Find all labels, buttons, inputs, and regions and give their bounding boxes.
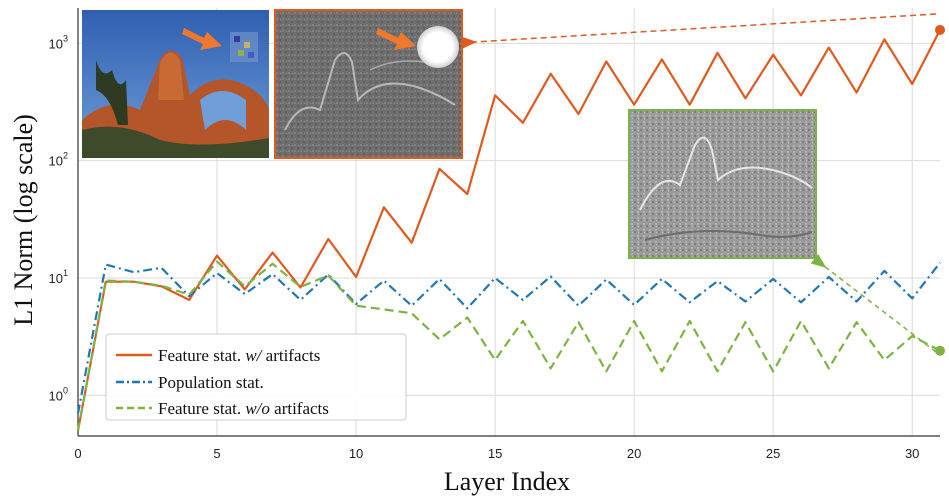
clean-connector-arrow (810, 253, 937, 353)
endpoint-marker-clean (935, 345, 945, 356)
legend: Feature stat. w/ artifacts Population st… (105, 333, 407, 421)
artifact-connector-arrow (461, 13, 937, 49)
x-tick-label: 15 (488, 446, 502, 461)
y-tick-label: 101 (49, 268, 68, 286)
x-tick-label: 30 (905, 446, 919, 461)
legend-item: Feature stat. w/o artifacts (116, 399, 329, 418)
series-line-0 (76, 29, 941, 431)
x-tick-label: 20 (627, 446, 641, 461)
y-tick-label: 103 (49, 33, 68, 51)
svg-text:Feature stat. w/ artifacts: Feature stat. w/ artifacts (158, 346, 320, 365)
plot-frame (77, 8, 940, 437)
x-tick-label: 10 (349, 446, 363, 461)
inset-featuremap-artifact (274, 9, 463, 159)
legend-item: Feature stat. w/ artifacts (116, 346, 320, 365)
y-tick-label: 100 (49, 385, 68, 403)
x-tick-labels: 0 5 10 15 20 25 30 (74, 446, 919, 461)
y-tick-labels: 100 101 102 103 (49, 33, 68, 403)
svg-text:Feature stat. w/o artifacts: Feature stat. w/o artifacts (158, 399, 329, 418)
legend-item: Population stat. (116, 373, 264, 392)
svg-text:Population stat.: Population stat. (158, 373, 264, 392)
x-tick-label: 5 (213, 446, 220, 461)
y-axis-title: L1 Norm (log scale) (9, 114, 38, 326)
endpoint-marker-artifacts (935, 24, 945, 35)
series-line-2 (76, 260, 941, 431)
inset-featuremap-clean (628, 109, 817, 259)
y-tick-label: 102 (49, 151, 68, 169)
series-line-1 (76, 262, 941, 414)
x-tick-label: 0 (74, 446, 81, 461)
x-axis-title: Layer Index (444, 467, 570, 496)
series-lines (76, 24, 945, 431)
x-tick-label: 25 (766, 446, 780, 461)
inset-photo (82, 10, 269, 158)
